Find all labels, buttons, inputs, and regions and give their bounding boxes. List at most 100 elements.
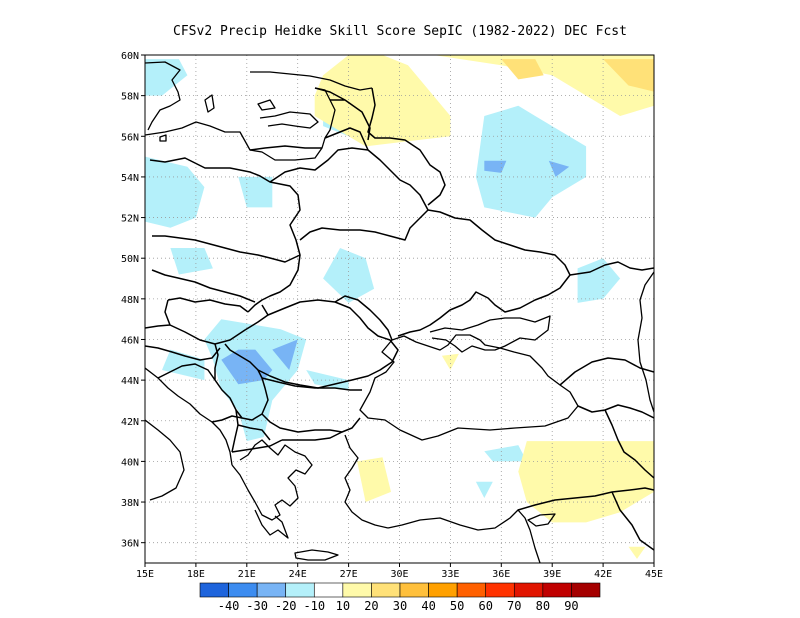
lat-tick-label-5: 46N [121, 335, 139, 346]
skill-region-16 [548, 160, 570, 177]
colorbar-label-5: 20 [364, 599, 378, 613]
skill-region-9 [475, 105, 587, 218]
skill-region-22 [628, 546, 646, 559]
skill-region-19 [518, 441, 654, 523]
black-sea-coast [359, 334, 579, 441]
crete-coast [294, 549, 339, 561]
colorbar-swatch-10 [485, 582, 515, 598]
skill-region-10 [577, 258, 621, 303]
iraq-border [611, 491, 654, 551]
lon-tick-label-8: 39E [543, 569, 561, 580]
skill-region-7 [162, 349, 205, 381]
skill-region-24 [603, 59, 654, 92]
syria-border [517, 487, 654, 511]
skill-region-20 [357, 457, 391, 502]
colorbar-label-10: 70 [507, 599, 521, 613]
lat-tick-label-8: 52N [121, 214, 139, 225]
macedonia-border [231, 424, 283, 453]
slovakia-border [151, 269, 256, 313]
greece-turkey-border [282, 431, 343, 441]
lon-tick-label-7: 36E [492, 569, 510, 580]
baltic-coast [145, 87, 336, 161]
russia-south-border [569, 261, 654, 276]
lon-tick-label-0: 15E [136, 569, 154, 580]
greece-coast [231, 439, 313, 521]
montenegro-kosovo-border [211, 409, 243, 453]
ukraine-west-border [247, 254, 301, 313]
colorbar-label-3: -10 [303, 599, 325, 613]
colorbar-label-7: 40 [421, 599, 435, 613]
saaremaa-coast [257, 99, 276, 111]
croatia-border [145, 324, 221, 381]
colorbar-swatch-0 [199, 582, 229, 598]
crimea-azov-coast [429, 315, 551, 353]
lat-tick-label-0: 36N [121, 539, 139, 550]
colorbar-swatch-13 [571, 582, 601, 598]
plot-area [145, 55, 654, 563]
colorbar-label-0: -40 [218, 599, 240, 613]
colorbar-label-4: 10 [336, 599, 350, 613]
colorbar-swatch-3 [285, 582, 315, 598]
georgia-border [559, 357, 654, 386]
colorbar-swatch-9 [456, 582, 487, 598]
colorbar: -40 -30 -20 -10 10 20 30 40 50 60 70 80 90 [199, 582, 601, 613]
turkey-east-border [577, 404, 654, 479]
skill-region-18 [433, 55, 654, 116]
lat-tick-label-11: 58N [121, 92, 139, 103]
skill-region-23 [501, 59, 544, 80]
colorbar-swatch-5 [342, 582, 372, 598]
colorbar-swatch-12 [542, 582, 572, 598]
colorbar-swatch-7 [399, 582, 429, 598]
lon-tick-label-5: 30E [390, 569, 408, 580]
serbia-border [214, 343, 269, 421]
lon-tick-label-4: 27E [340, 569, 358, 580]
colorbar-swatch-2 [256, 582, 287, 598]
skill-region-3 [170, 248, 213, 275]
skill-region-11 [484, 445, 527, 462]
colorbar-label-9: 60 [478, 599, 492, 613]
sweden-coast [145, 61, 181, 131]
italy-coast [145, 419, 185, 501]
lon-tick-label-10: 45E [645, 569, 663, 580]
skill-region-1 [145, 156, 205, 228]
lat-tick-label-1: 38N [121, 498, 139, 509]
russia-west-border [367, 87, 446, 206]
colorbar-label-2: -20 [275, 599, 297, 613]
colorbar-label-12: 90 [564, 599, 578, 613]
poland-border [149, 157, 301, 263]
skill-region-14 [272, 339, 298, 370]
lat-tick-label-10: 56N [121, 132, 139, 143]
colorbar-label-6: 30 [393, 599, 407, 613]
colorbar-swatch-6 [371, 582, 401, 598]
gulf-of-finland-coast [250, 71, 373, 91]
colorbar-swatch-8 [428, 582, 458, 598]
colorbar-swatch-11 [513, 582, 544, 598]
lon-tick-label-2: 21E [238, 569, 256, 580]
gulf-of-riga-coast [259, 111, 319, 129]
turkey-south-coast [387, 509, 541, 563]
lat-tick-label-2: 40N [121, 457, 139, 468]
lat-tick-label-12: 60N [121, 51, 139, 62]
lat-tick-label-9: 54N [121, 173, 139, 184]
map-title: CFSv2 Precip Heidke Skill Score SepIC (1… [173, 24, 627, 39]
axis-ticks: 15E 18E 21E 24E 27E 30E 33E 36E 39E 42E 45E 36N 38N 4… [121, 51, 663, 580]
skill-region-13 [221, 349, 273, 385]
colorbar-label-8: 50 [450, 599, 464, 613]
bornholm-coast [159, 134, 167, 142]
bulgaria-border [261, 377, 362, 433]
coastline-layer [145, 61, 654, 563]
caspian-coast [637, 271, 654, 413]
colorbar-label-1: -30 [246, 599, 268, 613]
skill-region-12 [475, 481, 493, 498]
lat-tick-label-4: 44N [121, 376, 139, 387]
cyprus-coast [527, 513, 556, 527]
skill-region-8 [306, 370, 349, 391]
turkey-west-coast [344, 434, 389, 529]
lon-tick-label-9: 42E [594, 569, 612, 580]
skill-region-21 [441, 353, 459, 370]
lat-tick-label-3: 42N [121, 417, 139, 428]
border-layer [145, 87, 654, 551]
adriatic-coast [145, 367, 233, 466]
skill-region-15 [484, 160, 507, 173]
